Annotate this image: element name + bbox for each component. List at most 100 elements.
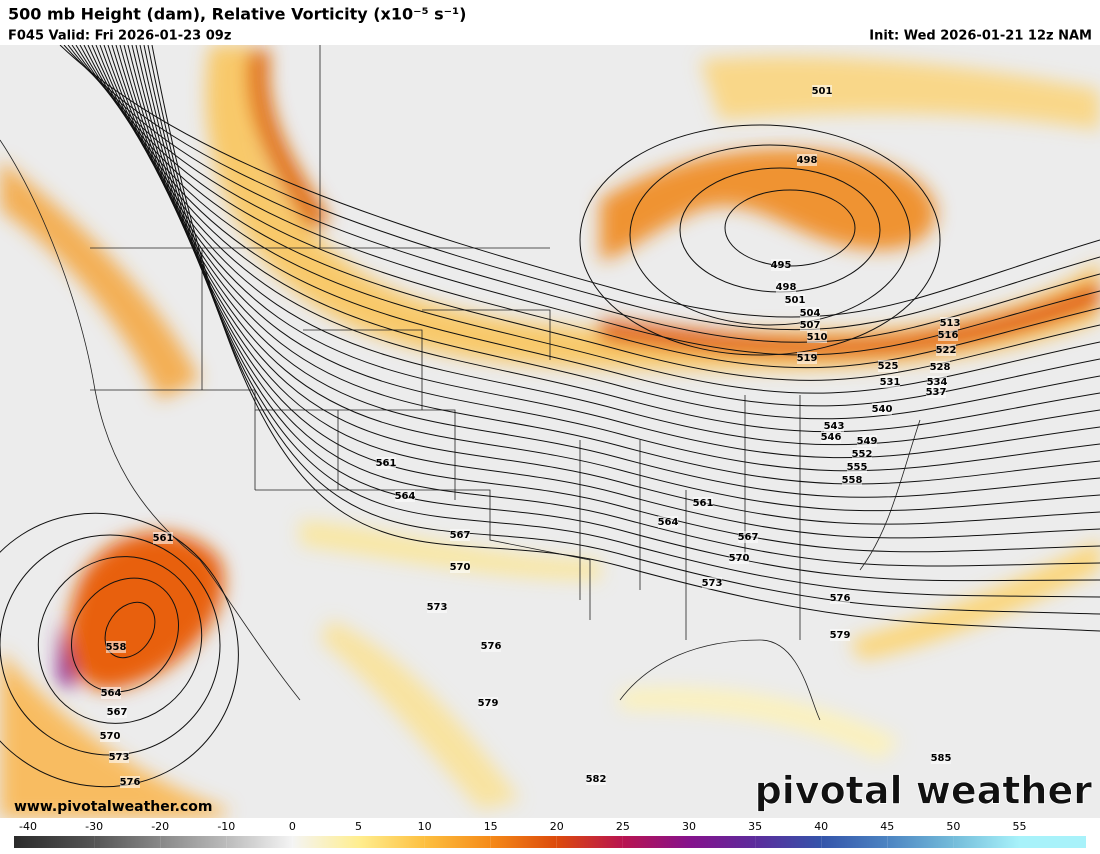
colorbar: -40 -30 -20 -10 0 5 10 15 20 25 30 35 40 45 50 55: [14, 820, 1086, 848]
contour-label: 558: [842, 475, 863, 486]
colorbar-swatch: [556, 836, 623, 848]
colorbar-tick-label: 30: [682, 820, 696, 833]
label-background: [101, 687, 121, 699]
colorbar-swatch: [14, 836, 95, 848]
contour-label: 543: [824, 421, 845, 432]
colorbar-swatch: [424, 836, 491, 848]
contour-label: 546: [821, 432, 842, 443]
colorbar-tick-label: 15: [484, 820, 498, 833]
label-background: [931, 752, 951, 764]
contour-line: [135, 45, 1100, 567]
contour-label: 495: [771, 260, 792, 271]
contour-line: [104, 601, 156, 659]
contour-line: [0, 512, 239, 788]
contour-line: [79, 45, 1100, 381]
label-background: [771, 259, 791, 271]
contour-label: 582: [586, 774, 607, 785]
label-background: [938, 329, 958, 341]
colorbar-tick-label: 20: [550, 820, 564, 833]
contour-line: [37, 556, 203, 724]
contour-line: [59, 45, 1100, 318]
colorbar-tick-label: 40: [814, 820, 828, 833]
label-background: [927, 376, 947, 388]
colorbar-tick-label: 5: [355, 820, 362, 833]
colorbar-swatch: [226, 836, 293, 848]
colorbar-tick-label: 45: [880, 820, 894, 833]
label-background: [880, 376, 900, 388]
label-background: [658, 516, 678, 528]
contour-label: 579: [478, 698, 499, 709]
contour-label: 555: [847, 462, 868, 473]
contour-line: [131, 45, 1100, 553]
contour-line: [99, 45, 1100, 446]
colorbar-tick-label: 50: [946, 820, 960, 833]
label-background: [478, 697, 498, 709]
contour-line: [629, 144, 911, 326]
contour-label: 570: [450, 562, 471, 573]
label-background: [776, 281, 796, 293]
label-background: [450, 561, 470, 573]
colorbar-swatch: [755, 836, 822, 848]
contour-line: [147, 45, 1100, 615]
contour-label: 585: [931, 753, 952, 764]
contour-label: 573: [109, 752, 130, 763]
label-background: [857, 435, 877, 447]
label-background: [940, 317, 960, 329]
contour-line: [67, 45, 1100, 343]
contour-label: 531: [880, 377, 901, 388]
colorbar-swatch: [160, 836, 227, 848]
contour-label: 525: [878, 361, 899, 372]
contour-label: 567: [450, 530, 471, 541]
colorbar-tick-label: 0: [289, 820, 296, 833]
contour-line: [91, 45, 1100, 420]
contour-line: [0, 534, 221, 756]
contour-label: 549: [857, 436, 878, 447]
label-background: [100, 730, 120, 742]
contour-label: 498: [797, 155, 818, 166]
contour-label: 510: [807, 332, 828, 343]
contour-line: [123, 45, 1100, 525]
title: 500 mb Height (dam), Relative Vorticity …: [8, 5, 466, 24]
contour-line: [95, 45, 1100, 433]
label-background: [729, 552, 749, 564]
label-background: [481, 640, 501, 652]
contour-label: 564: [395, 491, 416, 502]
label-background: [842, 474, 862, 486]
contour-label: 561: [153, 533, 174, 544]
label-background: [702, 577, 722, 589]
contour-line: [71, 577, 179, 693]
contour-label: 567: [107, 707, 128, 718]
contour-label: 558: [106, 642, 127, 653]
label-background: [807, 331, 827, 343]
colorbar-swatch: [94, 836, 161, 848]
colorbar-tick-label: -10: [217, 820, 235, 833]
colorbar-swatch: [292, 836, 359, 848]
website: www.pivotalweather.com: [14, 799, 213, 815]
contour-label: 573: [427, 602, 448, 613]
label-background: [821, 431, 841, 443]
label-background: [800, 319, 820, 331]
label-background: [109, 751, 129, 763]
vorticity-field: [0, 45, 1100, 818]
contour-line: [143, 45, 1100, 598]
contour-line: [107, 45, 1100, 472]
label-background: [936, 344, 956, 356]
label-background: [878, 360, 898, 372]
colorbar-swatch: [821, 836, 888, 848]
colorbar-swatch: [1019, 836, 1086, 848]
contour-line: [63, 45, 1100, 331]
contour-label: 552: [852, 449, 873, 460]
label-background: [450, 529, 470, 541]
label-background: [427, 601, 447, 613]
label-background: [797, 352, 817, 364]
contour-label: 501: [812, 86, 833, 97]
contour-label: 570: [729, 553, 750, 564]
state-borders: [0, 45, 921, 721]
label-background: [830, 629, 850, 641]
colorbar-tick-label: 55: [1013, 820, 1027, 833]
contour-label: 507: [800, 320, 821, 331]
contour-label: 579: [830, 630, 851, 641]
colorbar-swatch: [953, 836, 1020, 848]
